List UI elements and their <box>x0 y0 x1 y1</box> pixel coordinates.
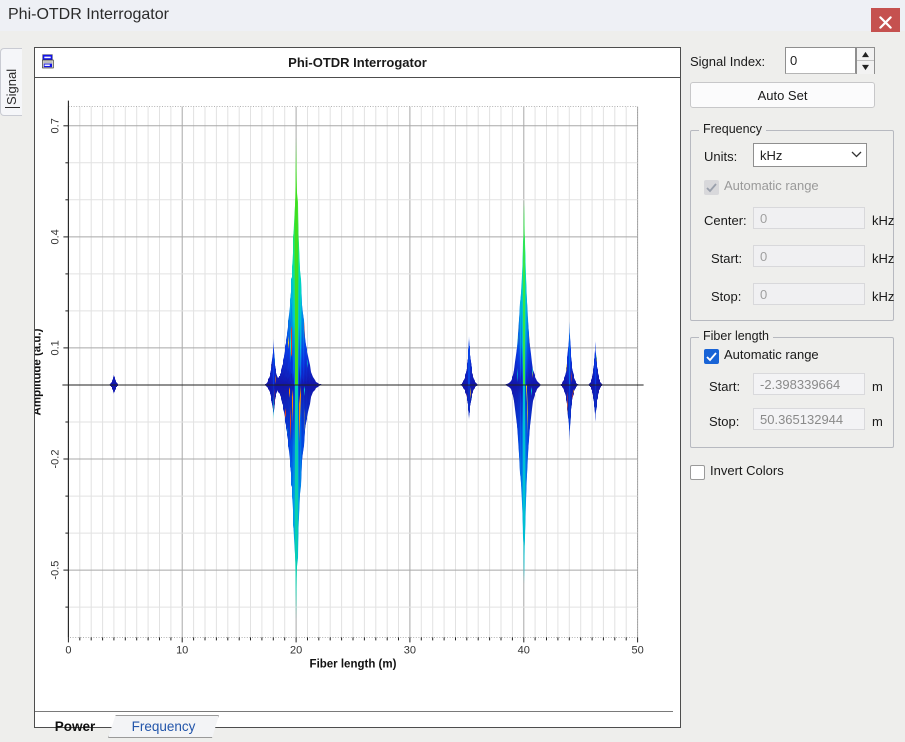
svg-text:40: 40 <box>518 644 530 656</box>
svg-text:-0.5: -0.5 <box>49 561 61 580</box>
svg-text:Amplitude (a.u.): Amplitude (a.u.) <box>35 328 43 415</box>
svg-text:-0.2: -0.2 <box>49 450 61 469</box>
svg-text:0.1: 0.1 <box>49 340 61 355</box>
svg-text:0.4: 0.4 <box>49 229 61 244</box>
svg-text:Fiber length (m): Fiber length (m) <box>310 658 397 670</box>
svg-text:50: 50 <box>631 644 643 656</box>
svg-text:0: 0 <box>65 644 71 656</box>
svg-text:30: 30 <box>404 644 416 656</box>
svg-text:10: 10 <box>176 644 188 656</box>
svg-text:0.7: 0.7 <box>49 118 61 133</box>
svg-text:20: 20 <box>290 644 302 656</box>
